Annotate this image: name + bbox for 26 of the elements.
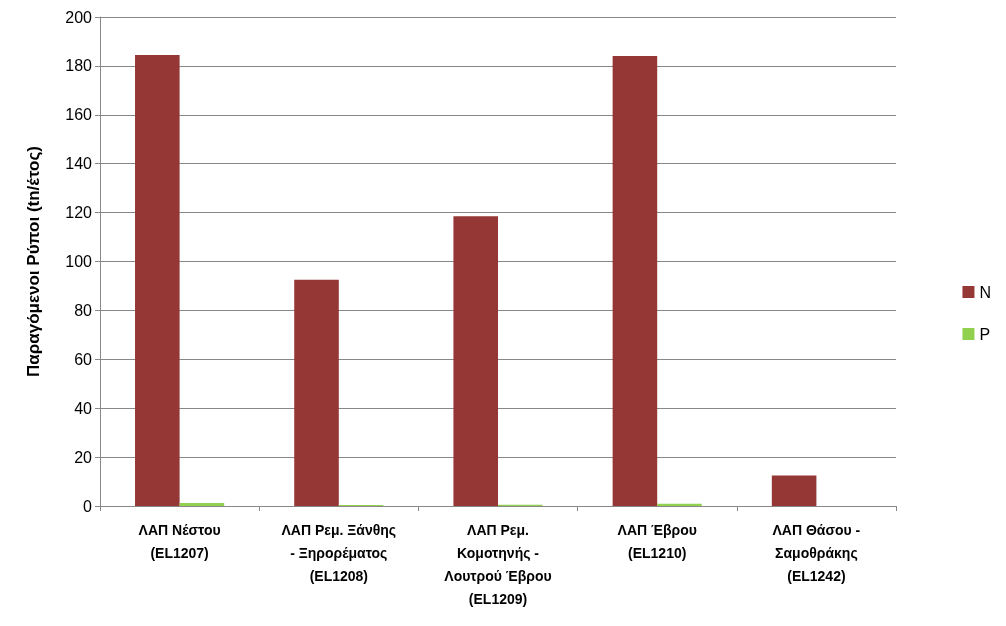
y-tick-label: 20 [74,448,93,466]
bar [657,503,702,506]
y-tick-label: 160 [65,106,93,124]
y-tick-label: 0 [83,497,93,515]
y-tick-label: 40 [74,399,93,417]
y-tick-label: 60 [74,350,93,368]
bar [179,503,225,506]
y-tick-label: 100 [65,253,93,270]
bar [771,475,817,506]
legend-label: P [979,325,991,343]
x-tick-label: ΛΑΠ Νέστου (EL1207) [138,521,221,561]
x-tick-label: ΛΑΠ Ρεμ. Ξάνθης - Ξηρορέματος (EL1208) [281,521,397,584]
y-tick-label: 140 [65,155,93,173]
x-tick-label: ΛΑΠ Ρεμ. Κομοτηνής - Λουτρού Έβρου (EL1209) [444,521,552,607]
y-tick-label: 80 [74,301,93,319]
x-tick-label: ΛΑΠ Έβρου (EL1210) [617,521,697,561]
y-tick-label: 200 [65,8,93,26]
legend-label: N [979,283,992,301]
bar [453,216,498,506]
bar [294,279,339,506]
bar [135,54,180,506]
y-tick-label: 120 [65,204,93,222]
bar [612,56,658,506]
x-tick-label: ΛΑΠ Θάσου - Σαμοθράκης (EL1242) [772,521,861,584]
y-tick-label: 180 [65,57,93,75]
y-axis-title: Παραγόμενοι Ρύποι (tn/έτος) [24,146,43,377]
